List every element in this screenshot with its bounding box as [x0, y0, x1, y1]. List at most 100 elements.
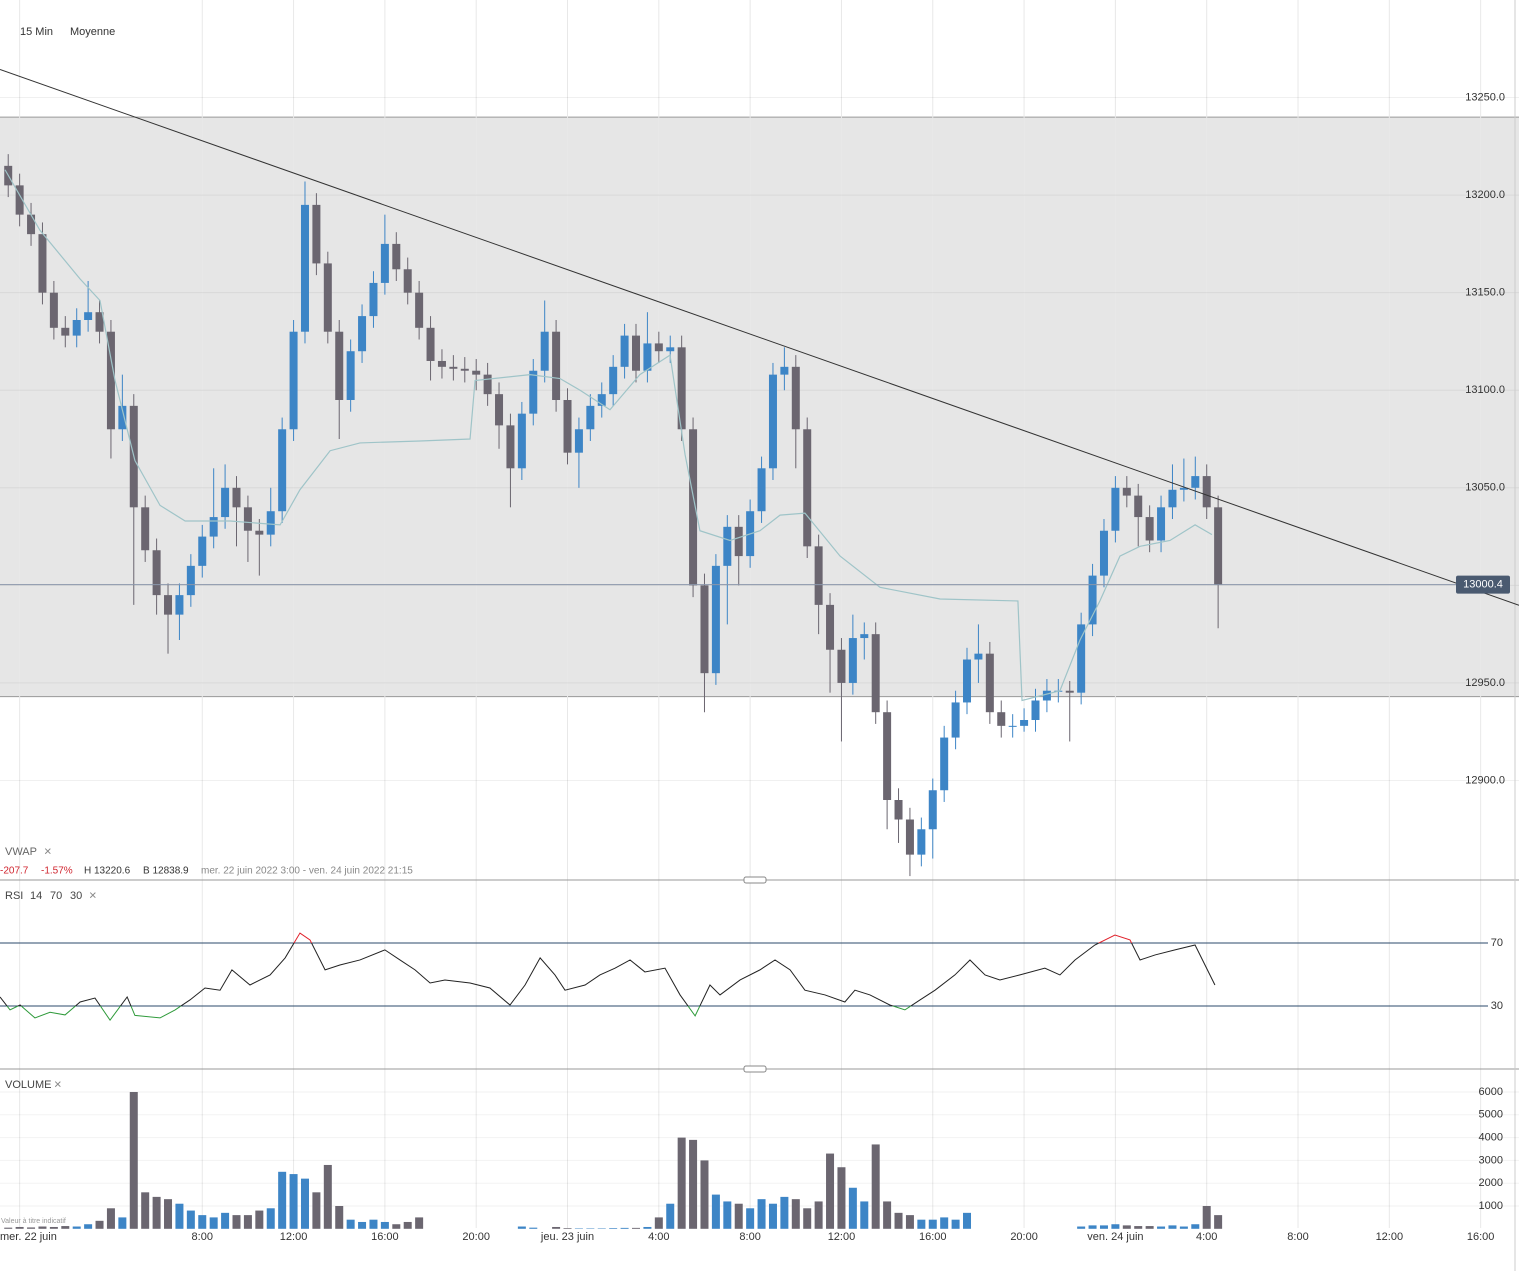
- x-tick-label: jeu. 23 juin: [540, 1231, 594, 1243]
- close-icon[interactable]: ×: [44, 843, 52, 858]
- pane-handle: [743, 876, 767, 884]
- candle-body: [1031, 700, 1040, 720]
- volume-bar: [1088, 1225, 1097, 1229]
- candle-body: [1099, 530, 1108, 576]
- candle-body: [620, 335, 629, 367]
- candle-body: [586, 405, 595, 430]
- x-tick-label: 20:00: [1010, 1231, 1038, 1243]
- x-tick-label: 4:00: [648, 1231, 669, 1243]
- volume-bar: [1179, 1226, 1188, 1229]
- rsi-setting: 14: [30, 890, 42, 902]
- y-tick-label: 70: [1491, 937, 1503, 949]
- style-label[interactable]: Moyenne: [70, 26, 115, 38]
- candle-body: [814, 546, 823, 605]
- volume-bar: [49, 1226, 58, 1229]
- y-tick-label: 12900.0: [1465, 774, 1505, 786]
- candle-body: [529, 370, 538, 414]
- candle-body: [803, 429, 812, 547]
- candle-body: [677, 347, 686, 430]
- rsi-setting: 70: [50, 890, 62, 902]
- change-pct: -1.57%: [41, 866, 73, 877]
- x-tick-label: 8:00: [739, 1231, 760, 1243]
- y-tick-label: 13050.0: [1465, 482, 1505, 494]
- volume-bar: [1214, 1215, 1223, 1229]
- volume-bar: [300, 1178, 309, 1229]
- volume-bar: [312, 1192, 321, 1229]
- candle-body: [574, 429, 583, 453]
- candle-body: [1134, 495, 1143, 518]
- candle-body: [164, 595, 173, 615]
- candle-body: [997, 712, 1006, 726]
- date-range: mer. 22 juin 2022 3:00 - ven. 24 juin 20…: [201, 866, 413, 877]
- vwap-title: VWAP: [5, 846, 37, 858]
- candle-body: [426, 327, 435, 361]
- volume-bar: [266, 1208, 275, 1229]
- volume-bar: [814, 1201, 823, 1229]
- candle-body: [1122, 487, 1131, 496]
- volume-bar: [232, 1215, 241, 1229]
- candle-body: [72, 320, 81, 336]
- volume-bar: [917, 1219, 926, 1229]
- volume-bar: [1099, 1225, 1108, 1229]
- volume-bar: [620, 1227, 629, 1229]
- volume-bar: [255, 1210, 264, 1229]
- candle-body: [38, 234, 47, 293]
- volume-bar: [860, 1201, 869, 1229]
- volume-bar: [677, 1137, 686, 1229]
- volume-bar: [780, 1196, 789, 1229]
- volume-bar: [871, 1144, 880, 1229]
- volume-bar: [278, 1171, 287, 1229]
- volume-bar: [848, 1187, 857, 1229]
- candle-body: [666, 347, 675, 352]
- candle-body: [1202, 476, 1211, 508]
- volume-bar: [1134, 1226, 1143, 1229]
- volume-bar: [84, 1224, 93, 1229]
- volume-bar: [631, 1227, 640, 1229]
- volume-bar: [905, 1215, 914, 1229]
- y-tick-label: 5000: [1479, 1109, 1503, 1121]
- close-icon[interactable]: ×: [54, 1076, 62, 1091]
- candle-body: [1111, 487, 1120, 531]
- trend-line: [0, 68, 1519, 606]
- volume-bar: [289, 1174, 298, 1229]
- y-tick-label: 13150.0: [1465, 287, 1505, 299]
- candle-body: [106, 331, 115, 430]
- last-price-box: [1456, 575, 1510, 594]
- volume-bar: [1191, 1224, 1200, 1229]
- x-tick-label: 16:00: [1467, 1231, 1495, 1243]
- candle-body: [84, 312, 93, 320]
- volume-title: VOLUME: [5, 1079, 51, 1091]
- candle-body: [552, 331, 561, 400]
- volume-bar: [392, 1224, 401, 1229]
- candle-body: [631, 335, 640, 371]
- volume-bar: [358, 1221, 367, 1229]
- candle-body: [15, 185, 24, 215]
- x-tick-label: 12:00: [828, 1231, 856, 1243]
- close-icon[interactable]: ×: [89, 887, 97, 902]
- volume-bar: [175, 1203, 184, 1229]
- volume-bar: [38, 1226, 47, 1229]
- x-tick-label: 4:00: [1196, 1231, 1217, 1243]
- y-tick-label: 12950.0: [1465, 677, 1505, 689]
- rsi-oversold: [6, 1005, 912, 1021]
- interval-label[interactable]: 15 Min: [20, 26, 53, 38]
- candle-body: [232, 487, 241, 508]
- candle-body: [917, 829, 926, 855]
- volume-bar: [118, 1217, 127, 1229]
- candle-body: [597, 394, 606, 406]
- volume-bar: [689, 1139, 698, 1229]
- candle-body: [791, 366, 800, 430]
- volume-bar: [323, 1164, 332, 1229]
- candle-body: [689, 429, 698, 586]
- candle-body: [266, 511, 275, 535]
- candle-body: [1020, 720, 1029, 726]
- candle-body: [460, 368, 469, 371]
- candle-body: [186, 565, 195, 596]
- candle-body: [711, 565, 720, 674]
- candle-body: [358, 316, 367, 352]
- volume-bar: [746, 1208, 755, 1229]
- candle-body: [255, 530, 264, 535]
- x-tick-label: mer. 22 juin: [0, 1231, 57, 1243]
